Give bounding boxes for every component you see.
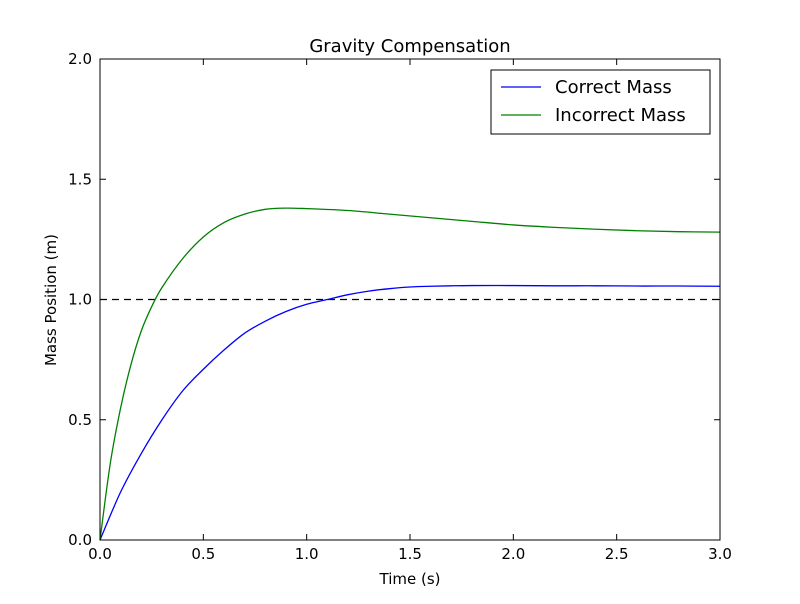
legend: Correct Mass Incorrect Mass (490, 69, 711, 135)
legend-box (490, 69, 711, 135)
y-tick-label: 0.5 (68, 411, 92, 429)
y-axis-label: Mass Position (m) (42, 234, 60, 366)
y-tick-label: 0.0 (68, 531, 92, 549)
series-line-correct-mass (99, 284, 721, 541)
y-tick-label: 1.5 (68, 170, 92, 188)
y-tick-label: 2.0 (68, 50, 92, 68)
chart-title: Gravity Compensation (309, 36, 510, 57)
y-tick-label: 1.0 (68, 291, 92, 309)
plot-area: 0.0 0.5 1.0 1.5 2.0 2.5 3.0 0.0 0.5 1.0 1.5 2.0 (68, 50, 732, 563)
x-axis-label: Time (s) (379, 570, 441, 588)
x-tick-label: 2.5 (605, 545, 629, 563)
series-line-incorrect-mass (99, 207, 721, 541)
x-tick-label: 3.0 (708, 545, 732, 563)
x-tick-label: 2.0 (501, 545, 525, 563)
x-tick-label: 1.5 (398, 545, 422, 563)
x-tick-label: 0.0 (88, 545, 112, 563)
x-tick-label: 1.0 (295, 545, 319, 563)
legend-entry-label: Incorrect Mass (555, 105, 686, 126)
x-tick-label: 0.5 (191, 545, 215, 563)
legend-entry-label: Correct Mass (555, 77, 672, 98)
